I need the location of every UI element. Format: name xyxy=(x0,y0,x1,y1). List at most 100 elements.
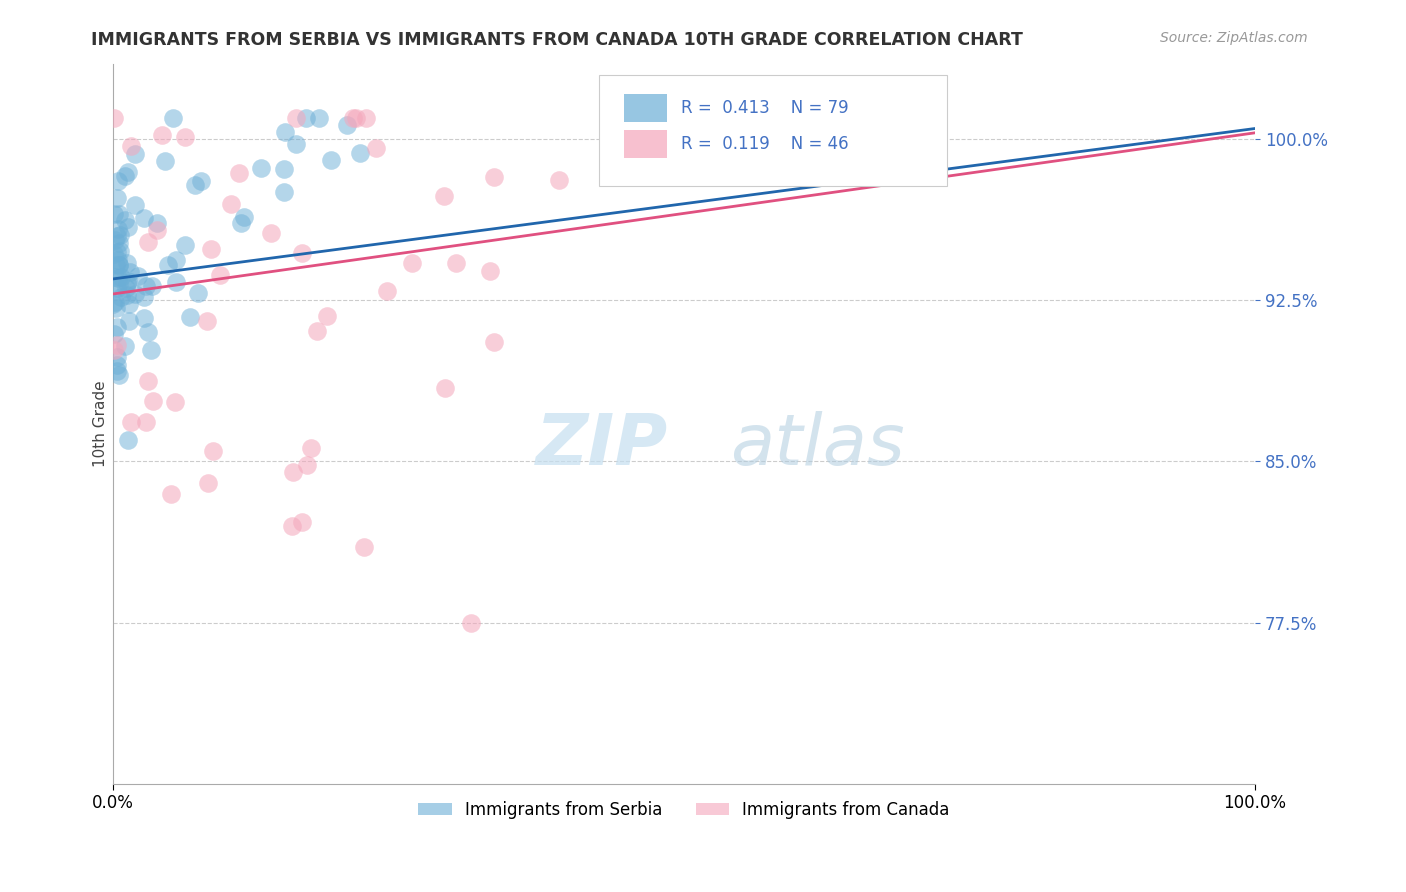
Point xyxy=(117,433,139,447)
Point xyxy=(104,269,127,284)
Point xyxy=(146,223,169,237)
Point xyxy=(105,364,128,378)
Point xyxy=(117,219,139,234)
Point xyxy=(482,170,505,185)
Point xyxy=(353,541,375,555)
Point xyxy=(479,264,502,278)
Point xyxy=(104,258,127,272)
Point xyxy=(166,276,188,290)
Point xyxy=(344,111,367,125)
Point xyxy=(356,111,378,125)
Point xyxy=(134,211,156,225)
Point xyxy=(103,326,125,341)
Bar xyxy=(624,95,666,121)
Point xyxy=(114,212,136,227)
Point xyxy=(316,310,339,324)
Point xyxy=(117,276,139,290)
Point xyxy=(115,255,138,269)
Point xyxy=(200,242,222,256)
Point xyxy=(107,270,129,285)
Point xyxy=(105,320,128,334)
Point xyxy=(187,286,209,301)
Point xyxy=(124,287,146,301)
Point xyxy=(107,207,129,221)
Point xyxy=(321,153,343,168)
Point xyxy=(114,169,136,183)
Point xyxy=(153,153,176,168)
Point xyxy=(118,296,141,310)
Point xyxy=(291,515,314,529)
Point xyxy=(165,253,187,268)
Point xyxy=(163,395,186,409)
Point xyxy=(141,278,163,293)
Point xyxy=(281,465,304,479)
Point xyxy=(117,165,139,179)
Point xyxy=(173,130,195,145)
Point xyxy=(104,233,127,247)
Y-axis label: 10th Grade: 10th Grade xyxy=(93,381,108,467)
Point xyxy=(366,141,388,155)
Point xyxy=(190,173,212,187)
Point xyxy=(460,615,482,630)
Point xyxy=(349,146,371,161)
Point xyxy=(160,486,183,500)
Point xyxy=(103,111,125,125)
Point xyxy=(232,210,254,224)
Point xyxy=(142,394,165,409)
Point xyxy=(433,188,456,202)
Point xyxy=(179,310,201,325)
Point xyxy=(299,441,322,455)
FancyBboxPatch shape xyxy=(599,75,946,186)
Point xyxy=(103,296,125,310)
Point xyxy=(105,358,128,372)
Point xyxy=(103,343,125,358)
Point xyxy=(308,111,330,125)
Point xyxy=(124,198,146,212)
Point xyxy=(132,310,155,325)
Point xyxy=(259,226,281,240)
Point xyxy=(336,118,359,132)
Point xyxy=(197,475,219,490)
Point xyxy=(174,238,197,252)
Point xyxy=(482,335,505,350)
Point xyxy=(110,290,132,304)
Point xyxy=(297,458,319,473)
Point xyxy=(201,443,224,458)
Point xyxy=(273,186,295,200)
Point xyxy=(104,295,127,310)
Point xyxy=(136,326,159,340)
Point xyxy=(107,258,129,272)
Point xyxy=(120,139,142,153)
Point xyxy=(135,279,157,293)
Point xyxy=(107,258,129,272)
Point xyxy=(433,381,456,395)
Legend: Immigrants from Serbia, Immigrants from Canada: Immigrants from Serbia, Immigrants from … xyxy=(412,795,956,826)
Point xyxy=(104,301,127,315)
Point xyxy=(105,337,128,351)
Point xyxy=(117,287,139,301)
Text: R =  0.413    N = 79: R = 0.413 N = 79 xyxy=(681,99,848,117)
Point xyxy=(110,269,132,284)
Point xyxy=(446,256,468,270)
Point xyxy=(139,343,162,358)
Point xyxy=(127,268,149,283)
Point xyxy=(108,277,131,292)
Point xyxy=(221,197,243,211)
Point xyxy=(150,128,173,142)
Point xyxy=(136,374,159,388)
Point xyxy=(281,519,304,533)
Point xyxy=(108,235,131,250)
Point xyxy=(285,136,308,151)
Point xyxy=(107,252,129,267)
Point xyxy=(156,258,179,272)
Point xyxy=(107,222,129,236)
Point xyxy=(135,415,157,429)
Point xyxy=(108,244,131,258)
Point xyxy=(375,284,398,298)
Text: IMMIGRANTS FROM SERBIA VS IMMIGRANTS FROM CANADA 10TH GRADE CORRELATION CHART: IMMIGRANTS FROM SERBIA VS IMMIGRANTS FRO… xyxy=(91,31,1024,49)
Point xyxy=(105,229,128,244)
Point xyxy=(105,350,128,364)
Point xyxy=(120,415,142,429)
Point xyxy=(291,246,314,260)
Point xyxy=(547,172,569,186)
